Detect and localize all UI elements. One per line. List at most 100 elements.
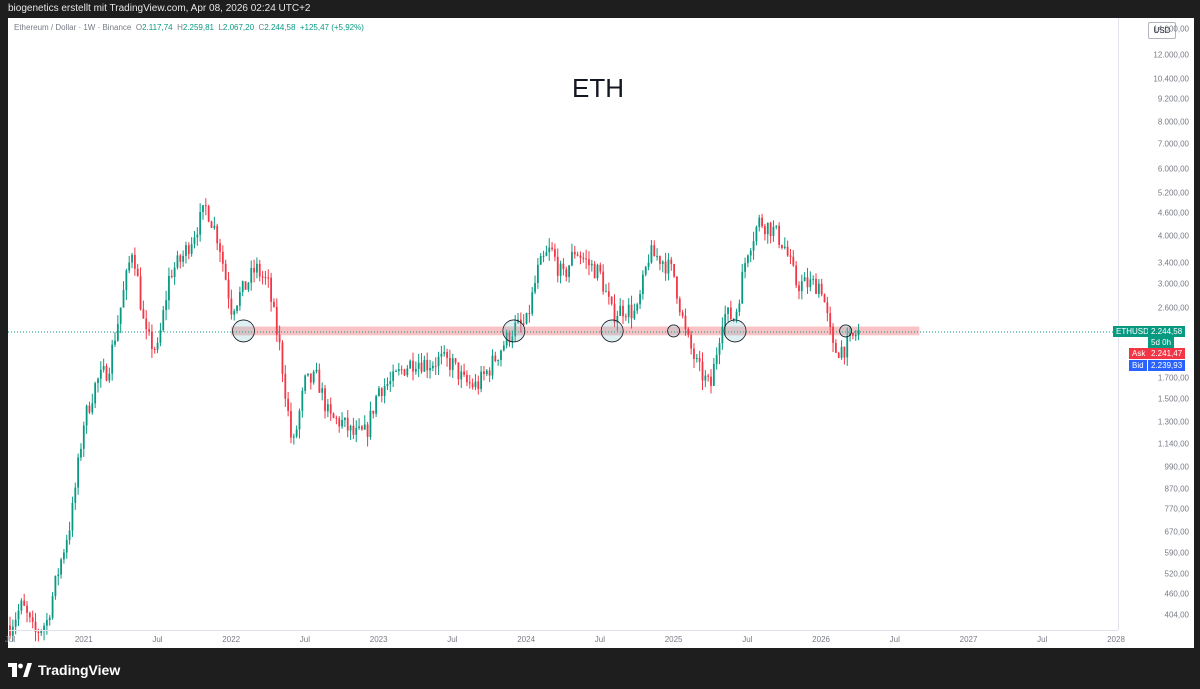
- candle-body: [85, 405, 88, 426]
- candle-body: [820, 283, 823, 295]
- high-value: 2.259,81: [182, 23, 214, 32]
- candle-body: [852, 332, 854, 336]
- candle-body: [392, 371, 395, 381]
- candle-body: [647, 262, 650, 267]
- price-tick-label: 14.000,00: [1153, 24, 1189, 34]
- candle-body: [119, 307, 122, 324]
- candle-body: [545, 252, 548, 256]
- candle-body: [309, 373, 312, 383]
- candle-body: [440, 353, 443, 357]
- candle-body: [108, 373, 111, 381]
- symbol-name[interactable]: Ethereum / Dollar · 1W · Binance: [14, 23, 132, 32]
- close-value: 2.244,58: [264, 23, 296, 32]
- candle-body: [131, 254, 133, 263]
- candle-body: [548, 247, 551, 253]
- candle-body: [531, 292, 534, 314]
- candle-body: [644, 266, 647, 275]
- candle-body: [650, 245, 653, 263]
- low-value: 2.067,20: [222, 23, 255, 32]
- candle-body: [622, 305, 624, 317]
- price-tick-label: 1.300,00: [1157, 417, 1189, 427]
- time-tick-label: Jul: [4, 635, 16, 644]
- candle-body: [372, 410, 375, 414]
- touch-marker-circle: [667, 324, 680, 338]
- candle-body: [483, 371, 485, 375]
- candle-body: [554, 249, 556, 257]
- candle-body: [99, 369, 102, 379]
- price-chart[interactable]: [8, 18, 1194, 648]
- candle-body: [800, 281, 803, 292]
- price-tick-label: 8.000,00: [1157, 117, 1189, 127]
- time-axis[interactable]: Jul 2021 Jul 2022 Jul 2023 Jul 2024 Jul 2025 Jul 20…: [4, 630, 1125, 649]
- candle-body: [275, 306, 278, 335]
- candle-body: [837, 352, 840, 358]
- change-value: +125,47 (+5,92%): [299, 23, 364, 32]
- candle-body: [519, 319, 522, 324]
- currency-button[interactable]: USD: [1148, 22, 1176, 39]
- candle-body: [28, 612, 31, 618]
- candle-body: [216, 225, 219, 244]
- time-tick-label: 2024: [517, 635, 536, 644]
- chart-frame[interactable]: Ethereum / Dollar · 1W · Binance O2.117,…: [4, 18, 1195, 649]
- candle-body: [661, 261, 664, 264]
- candle-body: [51, 596, 54, 618]
- candle-body: [292, 436, 295, 438]
- time-tick-label: Jul: [889, 635, 900, 644]
- candle-body: [60, 559, 62, 575]
- candle-body: [34, 621, 37, 632]
- candle-body: [593, 263, 596, 279]
- candle-body: [318, 369, 321, 393]
- candle-body: [352, 425, 355, 435]
- candle-body: [202, 205, 204, 213]
- candle-body: [605, 291, 607, 293]
- candle-body: [511, 336, 514, 343]
- candle-body: [809, 279, 812, 288]
- candle-body: [727, 307, 729, 314]
- candle-body: [176, 255, 179, 268]
- candle-body: [207, 206, 210, 222]
- candle-body: [71, 502, 74, 531]
- candle-body: [125, 270, 128, 291]
- candle-body: [383, 386, 386, 396]
- candle-body: [687, 328, 690, 335]
- candle-body: [670, 259, 673, 264]
- candle-body: [761, 217, 763, 227]
- candle-body: [74, 487, 77, 503]
- candle-body: [474, 381, 477, 388]
- candle-body: [426, 359, 429, 371]
- candle-body: [287, 398, 290, 411]
- candle-body: [307, 373, 309, 376]
- candle-body: [414, 368, 417, 372]
- candle-body: [571, 251, 573, 266]
- candle-body: [88, 405, 91, 413]
- candle-body: [582, 257, 585, 259]
- candle-body: [48, 617, 51, 621]
- candle-body: [63, 552, 65, 560]
- symbol-legend[interactable]: Ethereum / Dollar · 1W · Binance O2.117,…: [14, 23, 364, 32]
- open-label: O: [135, 23, 143, 32]
- candle-body: [338, 418, 341, 427]
- candle-body: [148, 329, 150, 332]
- candle-body: [536, 264, 539, 284]
- candle-body: [752, 241, 755, 251]
- time-tick-label: 2023: [369, 635, 388, 644]
- touch-marker-circle: [839, 324, 853, 338]
- price-axis[interactable]: 14.000,00 12.000,00 10.400,00 9.200,00 8.000…: [1118, 18, 1195, 630]
- candle-body: [54, 575, 57, 597]
- candle-body: [781, 244, 783, 248]
- candle-body: [213, 225, 216, 228]
- candle-body: [168, 275, 170, 301]
- candle-body: [380, 388, 383, 396]
- candle-body: [139, 276, 142, 310]
- candle-body: [678, 298, 681, 313]
- candle-body: [290, 410, 292, 438]
- candle-body: [324, 388, 326, 412]
- candle-body: [627, 304, 630, 317]
- high-label: H: [177, 23, 183, 32]
- tradingview-footer[interactable]: TradingView: [8, 660, 120, 680]
- candle-body: [26, 605, 28, 613]
- candle-body: [264, 277, 267, 279]
- candle-body: [610, 296, 613, 304]
- candle-body: [111, 344, 114, 374]
- candle-body: [764, 226, 766, 235]
